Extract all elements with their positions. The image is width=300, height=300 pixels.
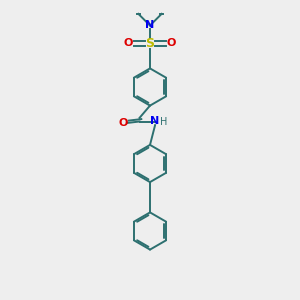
Text: H: H — [160, 117, 167, 127]
Text: S: S — [146, 37, 154, 50]
Text: O: O — [167, 38, 176, 49]
Text: O: O — [118, 118, 128, 128]
Text: O: O — [124, 38, 133, 49]
Text: N: N — [151, 116, 160, 127]
Text: N: N — [146, 20, 154, 31]
